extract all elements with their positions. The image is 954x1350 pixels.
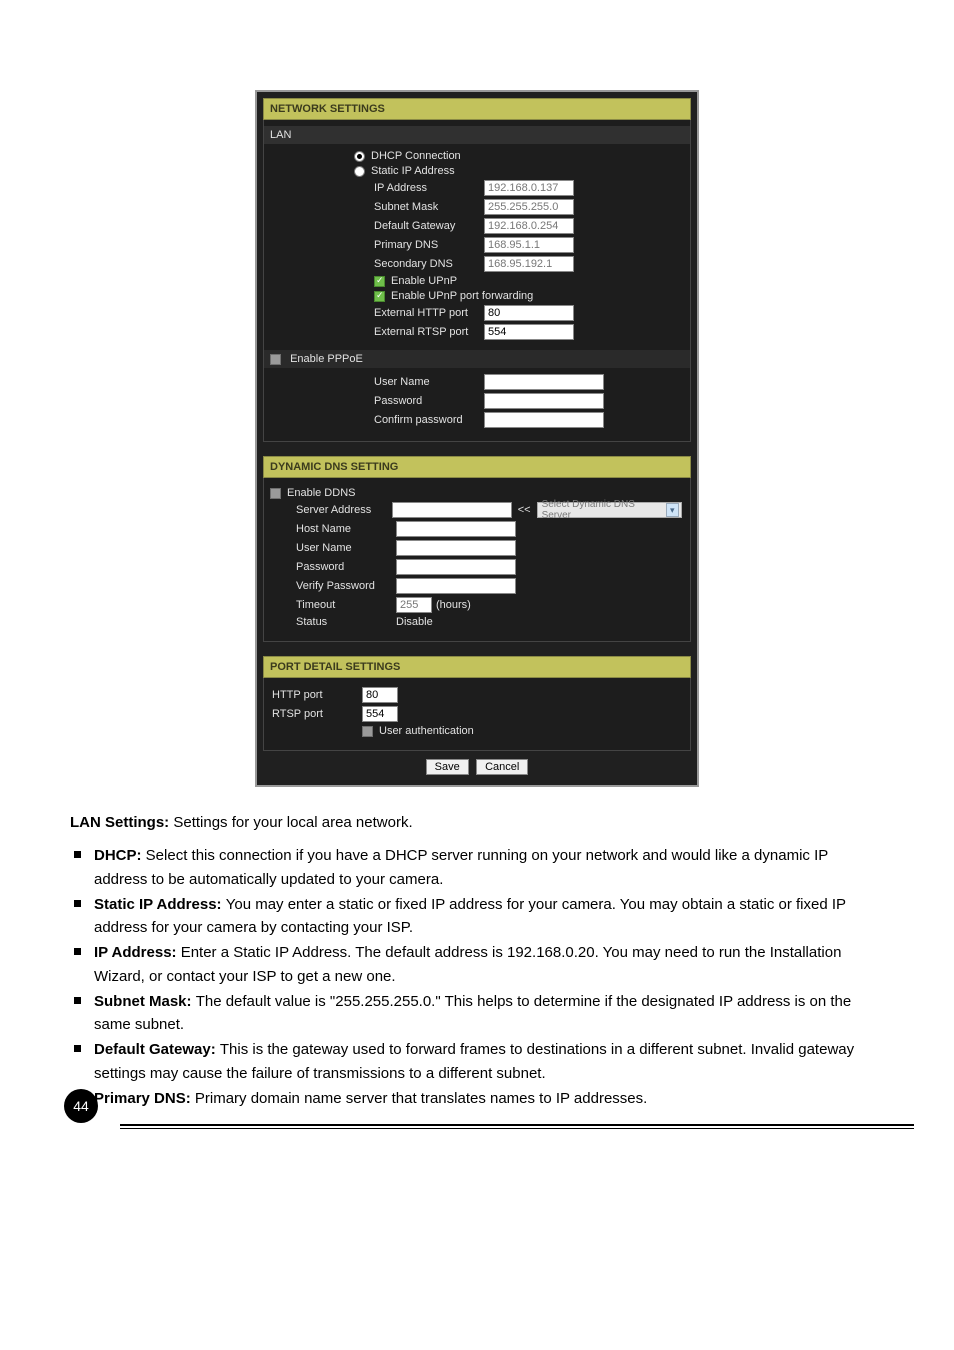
ddns-pass-input[interactable] bbox=[396, 559, 516, 575]
list-item-bold: Static IP Address: bbox=[94, 896, 226, 913]
list-item: Static IP Address: You may enter a stati… bbox=[70, 893, 884, 940]
static-ip-radio[interactable] bbox=[354, 166, 365, 177]
pppoe-confirm-input[interactable] bbox=[484, 412, 604, 428]
sdns-label: Secondary DNS bbox=[374, 258, 484, 270]
ddns-timeout-input[interactable] bbox=[396, 597, 432, 613]
page-number: 44 bbox=[64, 1089, 98, 1123]
ext-http-label: External HTTP port bbox=[374, 307, 484, 319]
footer-rule bbox=[120, 1124, 914, 1126]
rtsp-port-label: RTSP port bbox=[272, 708, 362, 720]
lan-subheader: LAN bbox=[264, 126, 690, 144]
list-item: Default Gateway: This is the gateway use… bbox=[70, 1038, 884, 1085]
footer-thin-rule bbox=[120, 1128, 914, 1129]
ddns-server-label: Server Address bbox=[296, 504, 392, 516]
static-ip-label: Static IP Address bbox=[371, 165, 455, 177]
ddns-host-input[interactable] bbox=[396, 521, 516, 537]
pppoe-label: Enable PPPoE bbox=[290, 353, 363, 365]
ddns-checkbox[interactable] bbox=[270, 488, 281, 499]
list-item-bold: Default Gateway: bbox=[94, 1041, 220, 1058]
description-block: LAN Settings: Settings for your local ar… bbox=[0, 787, 954, 1110]
ddns-user-input[interactable] bbox=[396, 540, 516, 556]
pppoe-pass-label: Password bbox=[374, 395, 484, 407]
ddns-verify-input[interactable] bbox=[396, 578, 516, 594]
pppoe-pass-input[interactable] bbox=[484, 393, 604, 409]
ddns-header: DYNAMIC DNS SETTING bbox=[263, 456, 691, 478]
cancel-button[interactable]: Cancel bbox=[476, 759, 528, 775]
chevron-down-icon: ▾ bbox=[666, 503, 679, 517]
ddns-enable-label: Enable DDNS bbox=[287, 487, 355, 499]
ddns-server-select-text: Select Dynamic DNS Server bbox=[542, 499, 662, 521]
port-section: PORT DETAIL SETTINGS HTTP port RTSP port… bbox=[263, 656, 691, 751]
upnp-fwd-label: Enable UPnP port forwarding bbox=[391, 290, 533, 302]
rtsp-port-input[interactable] bbox=[362, 706, 398, 722]
desc-lead: LAN Settings: Settings for your local ar… bbox=[70, 811, 884, 834]
ddns-host-label: Host Name bbox=[296, 523, 396, 535]
pppoe-confirm-label: Confirm password bbox=[374, 414, 484, 426]
list-item-bold: Primary DNS: bbox=[94, 1090, 195, 1107]
pdns-input[interactable] bbox=[484, 237, 574, 253]
ip-address-label: IP Address bbox=[374, 182, 484, 194]
save-button[interactable]: Save bbox=[426, 759, 469, 775]
list-item-text: Enter a Static IP Address. The default a… bbox=[94, 944, 841, 984]
upnp-fwd-checkbox[interactable] bbox=[374, 291, 385, 302]
desc-list: DHCP: Select this connection if you have… bbox=[70, 844, 884, 1110]
settings-panel: NETWORK SETTINGS LAN DHCP Connection Sta… bbox=[255, 90, 699, 787]
ddns-section: DYNAMIC DNS SETTING Enable DDNS Server A… bbox=[263, 456, 691, 642]
list-item: Subnet Mask: The default value is "255.2… bbox=[70, 990, 884, 1037]
list-item: Primary DNS: Primary domain name server … bbox=[70, 1087, 884, 1110]
http-port-label: HTTP port bbox=[272, 689, 362, 701]
list-item-bold: DHCP: bbox=[94, 847, 146, 864]
ddns-server-input[interactable] bbox=[392, 502, 512, 518]
sdns-input[interactable] bbox=[484, 256, 574, 272]
network-section: NETWORK SETTINGS LAN DHCP Connection Sta… bbox=[263, 98, 691, 442]
http-port-input[interactable] bbox=[362, 687, 398, 703]
upnp-checkbox[interactable] bbox=[374, 276, 385, 287]
ext-rtsp-input[interactable] bbox=[484, 324, 574, 340]
userauth-label: User authentication bbox=[379, 725, 474, 737]
ext-http-input[interactable] bbox=[484, 305, 574, 321]
ddns-timeout-label: Timeout bbox=[296, 599, 396, 611]
subnet-label: Subnet Mask bbox=[374, 201, 484, 213]
list-item-text: Select this connection if you have a DHC… bbox=[94, 847, 828, 887]
userauth-checkbox[interactable] bbox=[362, 726, 373, 737]
ddns-pass-label: Password bbox=[296, 561, 396, 573]
list-item-bold: Subnet Mask: bbox=[94, 993, 196, 1010]
network-header: NETWORK SETTINGS bbox=[263, 98, 691, 120]
ext-rtsp-label: External RTSP port bbox=[374, 326, 484, 338]
ddns-sel-prefix: << bbox=[518, 504, 531, 516]
dhcp-label: DHCP Connection bbox=[371, 150, 461, 162]
list-item-text: Primary domain name server that translat… bbox=[195, 1090, 647, 1107]
dhcp-radio[interactable] bbox=[354, 151, 365, 162]
ddns-status-label: Status bbox=[296, 616, 396, 628]
ddns-status-value: Disable bbox=[396, 616, 433, 628]
pppoe-user-label: User Name bbox=[374, 376, 484, 388]
subnet-input[interactable] bbox=[484, 199, 574, 215]
pdns-label: Primary DNS bbox=[374, 239, 484, 251]
gateway-label: Default Gateway bbox=[374, 220, 484, 232]
upnp-label: Enable UPnP bbox=[391, 275, 457, 287]
list-item-text: The default value is "255.255.255.0." Th… bbox=[94, 993, 851, 1033]
ddns-server-select[interactable]: Select Dynamic DNS Server ▾ bbox=[537, 502, 682, 518]
button-bar: Save Cancel bbox=[263, 759, 691, 775]
gateway-input[interactable] bbox=[484, 218, 574, 234]
ip-address-input[interactable] bbox=[484, 180, 574, 196]
pppoe-checkbox[interactable] bbox=[270, 354, 281, 365]
ddns-verify-label: Verify Password bbox=[296, 580, 396, 592]
port-header: PORT DETAIL SETTINGS bbox=[263, 656, 691, 678]
list-item: DHCP: Select this connection if you have… bbox=[70, 844, 884, 891]
list-item: IP Address: Enter a Static IP Address. T… bbox=[70, 941, 884, 988]
list-item-bold: IP Address: bbox=[94, 944, 181, 961]
desc-lead-prefix: LAN Settings: bbox=[70, 814, 173, 831]
ddns-timeout-unit: (hours) bbox=[436, 599, 471, 611]
desc-lead-body: Settings for your local area network. bbox=[173, 814, 412, 831]
pppoe-user-input[interactable] bbox=[484, 374, 604, 390]
ddns-user-label: User Name bbox=[296, 542, 396, 554]
